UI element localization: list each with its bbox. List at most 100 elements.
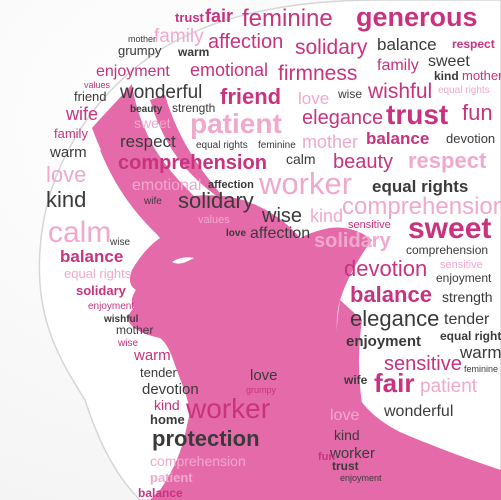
word: patient (150, 470, 193, 485)
word: sensitive (384, 353, 462, 375)
word: sensitive (348, 219, 391, 231)
word: balance (350, 282, 432, 307)
word: fair (374, 368, 414, 398)
word: love (330, 407, 359, 424)
word: comprehension (118, 152, 267, 174)
word: equal rights (64, 266, 132, 281)
word: kind (334, 427, 360, 443)
word: wonderful (119, 82, 202, 103)
hair-strand (336, 300, 380, 470)
word: family (377, 57, 419, 74)
hair-strand (150, 95, 230, 205)
word: enjoyment (96, 63, 170, 80)
word: equal rights (438, 85, 490, 96)
word: trust (332, 459, 359, 473)
word: respect (452, 37, 495, 51)
word: love (250, 367, 278, 384)
word: kind (154, 397, 180, 413)
word: worker (329, 445, 375, 462)
word: solidary (76, 283, 127, 298)
word: enjoyment (346, 333, 421, 350)
word: firmness (278, 62, 357, 85)
word: wise (261, 205, 302, 227)
eyelash (172, 257, 194, 264)
word: solidary (178, 188, 254, 213)
word: balance (366, 129, 429, 148)
word: emotional (190, 60, 268, 80)
word: wife (65, 104, 98, 124)
word: wife (143, 196, 162, 207)
word: warm (459, 343, 501, 362)
word: trust (386, 99, 448, 130)
word: devotion (142, 381, 199, 398)
word: wishful (367, 80, 432, 103)
word: beauty (130, 104, 163, 115)
word: solidary (295, 36, 368, 59)
word: worker (185, 393, 270, 424)
word: values (198, 214, 230, 226)
word: beauty (333, 151, 393, 173)
word: mother (128, 34, 156, 44)
word-cloud: trust fair feminine generous mother fami… (46, 2, 501, 500)
word: wise (337, 87, 362, 101)
word: equal rights (372, 177, 468, 196)
word: feminine (464, 364, 498, 374)
word: family (154, 26, 204, 47)
word: wise (109, 237, 130, 248)
word: kind (310, 206, 343, 226)
word: comprehension (150, 453, 246, 469)
word: elegance (302, 107, 383, 129)
word: wonderful (383, 403, 453, 420)
word: balance (60, 247, 123, 266)
word: strength (442, 289, 493, 305)
word: balance (377, 35, 437, 54)
word: love (226, 228, 246, 239)
word: respect (408, 148, 487, 173)
word: enjoyment (340, 473, 382, 483)
word: mother (302, 132, 358, 152)
word: grumpy (246, 385, 277, 395)
word: balance (138, 486, 183, 500)
word: devotion (446, 131, 495, 146)
word: generous (356, 2, 478, 32)
word: worker (258, 166, 352, 201)
word: fun (318, 451, 335, 463)
word: warm (177, 45, 209, 59)
word: equal rights (440, 329, 501, 343)
word: calm (48, 216, 111, 249)
word: calm (286, 151, 316, 167)
word: feminine (258, 140, 296, 151)
hair-strand (100, 150, 175, 250)
word: emotional (132, 177, 201, 194)
word: devotion (344, 256, 427, 281)
word: feminine (242, 5, 333, 32)
word: sweet (408, 212, 491, 245)
word: protection (152, 426, 260, 451)
word: home (150, 412, 185, 427)
word: solidary (314, 230, 392, 252)
word: strength (172, 101, 215, 115)
word: sweet (134, 115, 171, 131)
word: fair (205, 6, 233, 26)
word: sweet (428, 53, 470, 70)
word: tender (444, 311, 490, 328)
word: affection (250, 225, 310, 242)
word: wise (117, 338, 138, 349)
word: trust (175, 10, 205, 25)
word: grumpy (118, 43, 162, 58)
word: friend (74, 89, 107, 104)
face-silhouette (92, 84, 501, 500)
word: values (84, 80, 111, 90)
word: kind (46, 187, 86, 212)
word: fun (462, 100, 493, 125)
word: enjoyment (88, 301, 134, 312)
word: mother (116, 323, 153, 337)
word: comprehension (342, 193, 501, 220)
word: patient (420, 376, 478, 397)
hair-strand (296, 320, 330, 490)
word: warm (49, 144, 87, 161)
word: comprehension (406, 243, 488, 257)
word: affection (208, 31, 283, 53)
